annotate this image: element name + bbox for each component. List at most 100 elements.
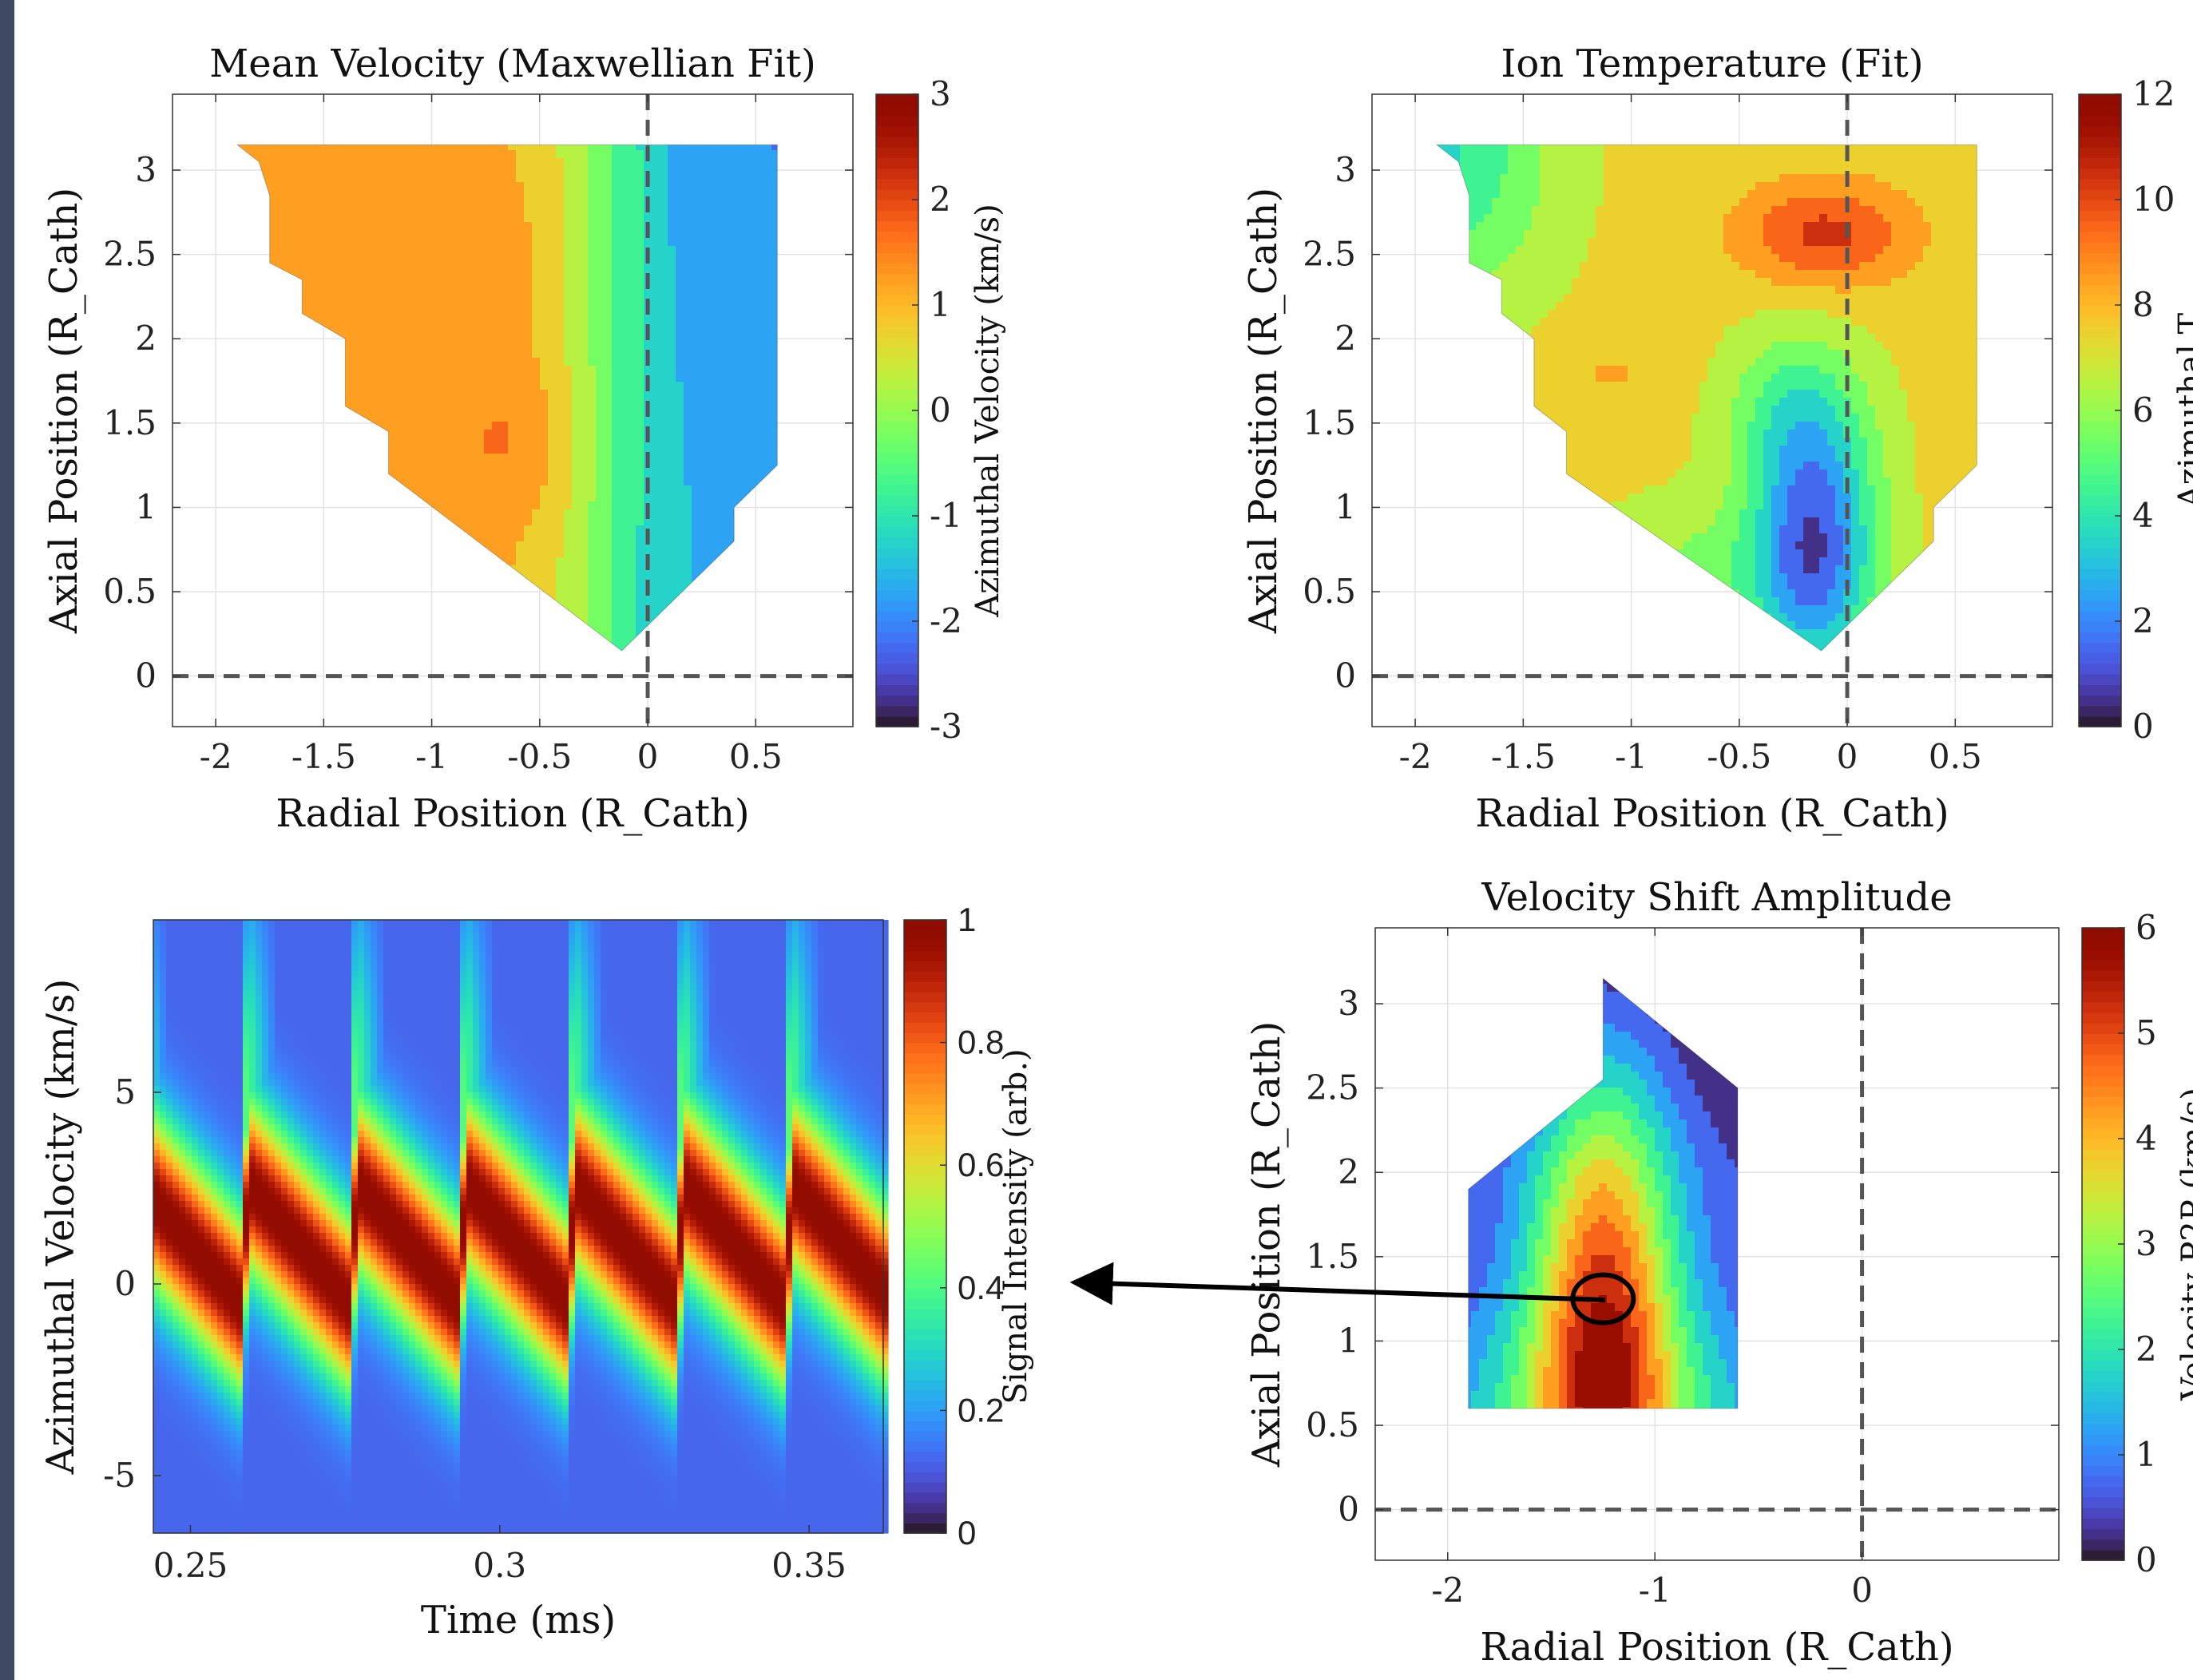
contour-cell <box>444 145 453 151</box>
contour-cell <box>572 597 581 606</box>
contour-cell <box>444 198 453 207</box>
contour-cell <box>396 326 405 335</box>
contour-cell <box>356 246 365 255</box>
contour-cell <box>332 150 341 159</box>
contour-cell <box>444 493 453 502</box>
contour-cell <box>500 190 509 199</box>
contour-cell <box>356 150 365 159</box>
contour-cell <box>532 422 541 430</box>
contour-cell <box>652 541 660 550</box>
contour-cell <box>372 406 381 414</box>
contour-cell <box>364 222 373 231</box>
contour-cell <box>660 206 668 215</box>
contour-cell <box>404 174 413 183</box>
contour-cell <box>364 145 373 151</box>
contour-cell <box>580 214 589 223</box>
contour-cell <box>340 222 349 231</box>
contour-cell <box>628 406 636 414</box>
contour-cell <box>436 254 445 263</box>
contour-cell <box>596 485 605 494</box>
contour-cell <box>508 374 517 382</box>
contour-cell <box>428 350 437 359</box>
contour-cell <box>412 158 421 167</box>
contour-cell <box>412 446 421 454</box>
contour-cell <box>604 150 613 159</box>
contour-cell <box>596 342 605 351</box>
contour-cell <box>564 310 573 319</box>
contour-cell <box>540 342 549 351</box>
contour-cell <box>412 230 421 239</box>
contour-cell <box>468 334 477 343</box>
contour-cell <box>628 286 636 295</box>
contour-cell <box>556 493 565 502</box>
contour-cell <box>340 214 349 223</box>
contour-cell <box>612 462 621 470</box>
contour-cell <box>572 150 581 159</box>
contour-cell <box>652 326 660 335</box>
contour-cell <box>348 238 357 247</box>
contour-cell <box>604 318 613 327</box>
contour-cell <box>452 350 461 359</box>
contour-cell <box>540 214 549 223</box>
contour-cell <box>588 501 597 510</box>
contour-cell <box>524 246 533 255</box>
contour-cell <box>596 310 605 319</box>
contour-cell <box>548 150 557 159</box>
contour-cell <box>628 254 636 263</box>
contour-cell <box>596 597 605 606</box>
contour-cell <box>388 318 397 327</box>
contour-cell <box>396 222 405 231</box>
contour-cell <box>612 270 621 279</box>
contour-cell <box>388 310 397 319</box>
contour-cell <box>388 406 397 414</box>
contour-cell <box>356 206 365 215</box>
contour-cell <box>572 342 581 351</box>
contour-cell <box>412 294 421 303</box>
contour-cell <box>348 326 357 335</box>
contour-cell <box>620 270 629 279</box>
contour-cell <box>612 182 621 191</box>
contour-cell <box>324 294 333 303</box>
contour-cell <box>372 158 381 167</box>
contour-cell <box>540 414 549 422</box>
contour-cell <box>500 454 509 462</box>
contour-cell <box>628 326 636 335</box>
contour-cell <box>508 158 517 167</box>
contour-cell <box>636 358 644 367</box>
contour-cell <box>404 270 413 279</box>
contour-cell <box>548 358 557 367</box>
contour-cell <box>460 422 469 430</box>
contour-cell <box>428 254 437 263</box>
contour-cell <box>588 166 597 175</box>
contour-cell <box>636 470 644 478</box>
contour-cell <box>452 174 461 183</box>
contour-cell <box>580 302 589 311</box>
contour-cell <box>372 334 381 343</box>
contour-cell <box>500 230 509 239</box>
contour-cell <box>652 182 660 191</box>
contour-cell <box>412 206 421 215</box>
contour-cell <box>580 414 589 422</box>
contour-cell <box>468 358 477 367</box>
contour-cell <box>444 390 453 398</box>
contour-cell <box>548 182 557 191</box>
contour-cell <box>292 222 301 231</box>
contour-cell <box>588 573 597 582</box>
contour-cell <box>476 422 485 430</box>
contour-cell <box>508 238 517 247</box>
contour-cell <box>396 334 405 343</box>
contour-cell <box>572 517 581 526</box>
contour-cell <box>596 589 605 598</box>
contour-cell <box>348 174 357 183</box>
contour-cell <box>636 198 644 207</box>
contour-cell <box>660 302 668 311</box>
contour-cell <box>588 597 597 606</box>
contour-cell <box>364 238 373 247</box>
contour-cell <box>428 214 437 223</box>
contour-cell <box>420 462 429 470</box>
contour-cell <box>388 398 397 406</box>
contour-cell <box>476 501 485 510</box>
contour-cell <box>580 430 589 438</box>
contour-cell <box>660 541 668 550</box>
contour-cell <box>652 310 660 319</box>
